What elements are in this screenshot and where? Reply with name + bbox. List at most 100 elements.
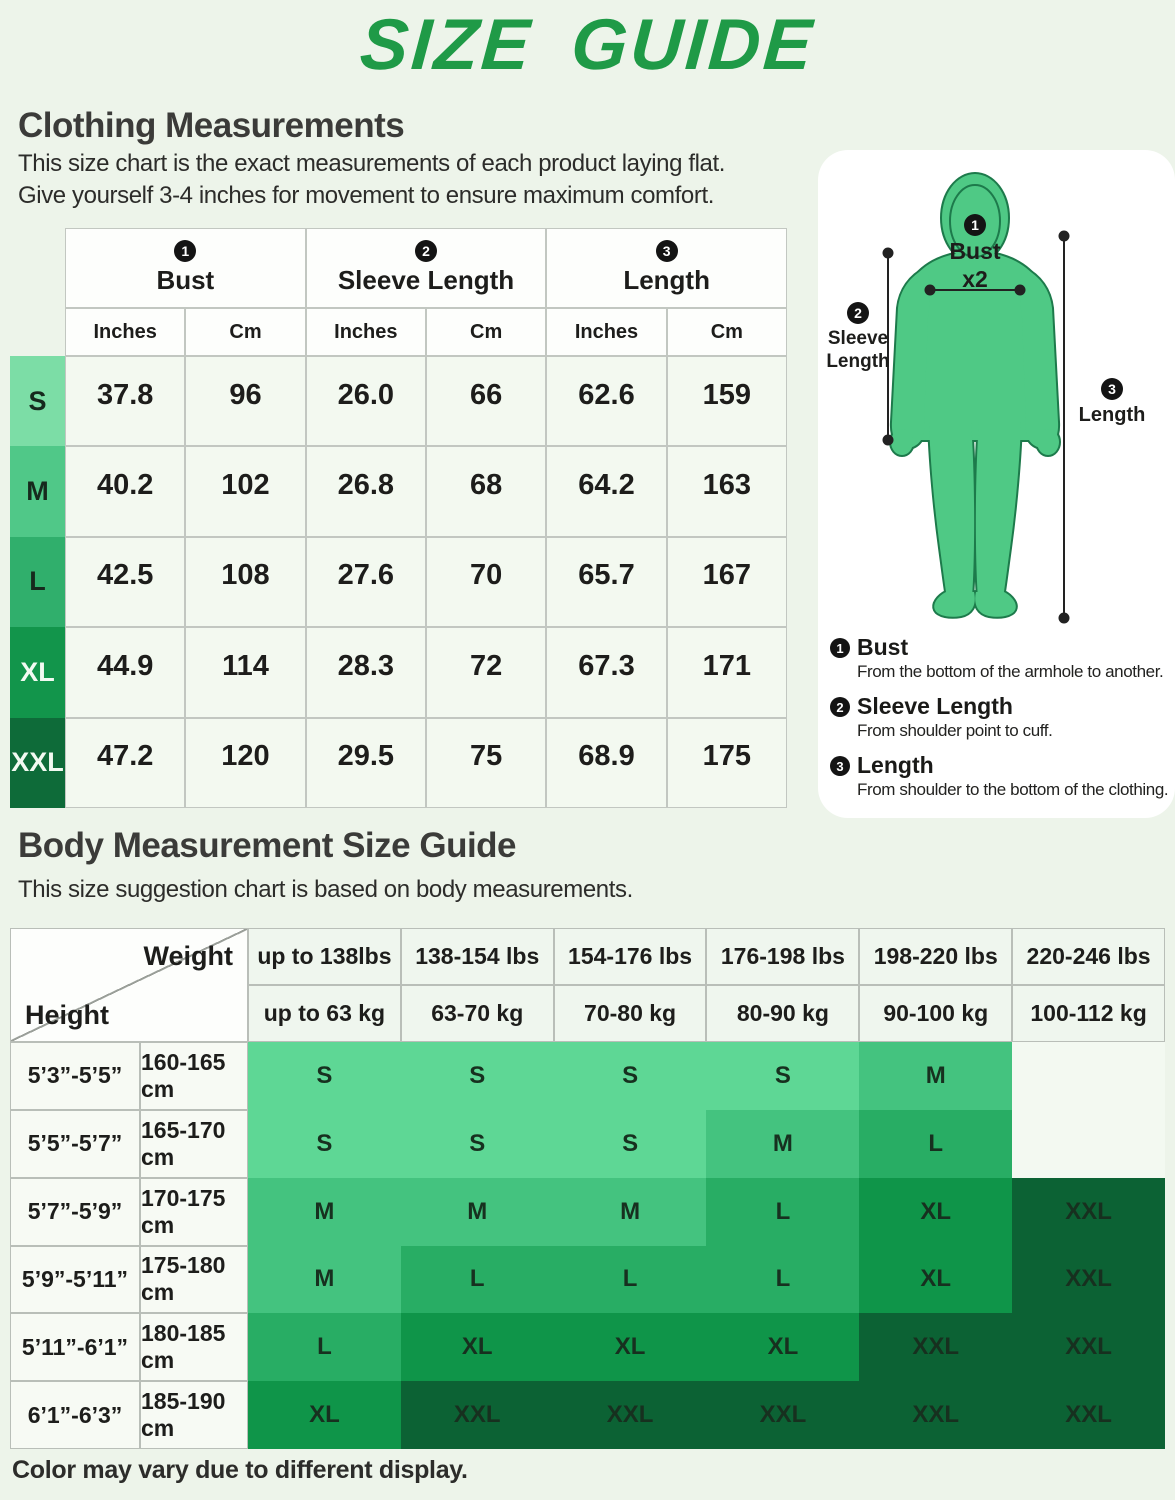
- size-row-label: S: [10, 356, 65, 447]
- matrix-cell: S: [248, 1109, 401, 1178]
- height-cm-cell: 170-175 cm: [140, 1177, 248, 1246]
- value-cell: 28.3: [305, 627, 426, 718]
- length-annotation-label: 3 Length: [1068, 378, 1156, 427]
- matrix-cell: S: [553, 1109, 707, 1178]
- body-measurement-table: Weight Height up to 138lbs 138-154 lbs 1…: [10, 928, 1165, 1449]
- badge-2-icon: 2: [414, 240, 437, 262]
- height-cm-cell: 180-185 cm: [140, 1313, 248, 1382]
- length-label-text: Length: [1078, 404, 1146, 426]
- matrix-cell: L: [706, 1177, 860, 1246]
- matrix-cell: M: [706, 1109, 860, 1178]
- clothing-section-heading: Clothing Measurements: [18, 106, 405, 145]
- matrix-cell: L: [706, 1245, 860, 1314]
- matrix-cell: L: [553, 1245, 707, 1314]
- legend-term: Sleeve Length: [857, 693, 1013, 719]
- matrix-cell: XXL: [1012, 1177, 1165, 1246]
- value-cell: 42.5: [65, 536, 186, 628]
- value-cell: 68: [426, 446, 547, 537]
- matrix-cell: XL: [248, 1381, 401, 1449]
- matrix-cell: XXL: [1012, 1245, 1165, 1314]
- value-cell: 70: [426, 536, 547, 628]
- height-axis-label: Height: [25, 1000, 109, 1030]
- matrix-cell: XL: [706, 1313, 860, 1382]
- legend-term: Bust: [857, 634, 909, 660]
- value-cell: 163: [666, 446, 787, 537]
- matrix-cell: S: [706, 1042, 860, 1110]
- badge-2-icon: 2: [830, 697, 850, 717]
- matrix-cell: XXL: [706, 1381, 860, 1449]
- value-cell: 102: [185, 446, 306, 537]
- badge-3-icon: 3: [1101, 378, 1123, 400]
- legend-term: Length: [857, 752, 934, 778]
- matrix-cell: M: [400, 1177, 554, 1246]
- weight-height-corner-cell: Weight Height: [10, 928, 248, 1042]
- column-group-label: Length: [623, 265, 710, 295]
- badge-3-icon: 3: [830, 756, 850, 776]
- value-cell: 44.9: [65, 627, 186, 718]
- clothing-measurements-table: 1 Bust 2 Sleeve Length 3 Length Inches C…: [10, 228, 787, 808]
- weight-axis-label: Weight: [143, 941, 234, 971]
- body-section-description: This size suggestion chart is based on b…: [18, 876, 633, 903]
- matrix-cell: L: [400, 1245, 554, 1314]
- weight-kg-header: 70-80 kg: [553, 985, 707, 1042]
- height-cm-cell: 165-170 cm: [140, 1109, 248, 1178]
- matrix-cell: XXL: [859, 1381, 1013, 1449]
- value-cell: 159: [666, 356, 787, 447]
- column-group-sleeve-length: 2 Sleeve Length: [305, 228, 547, 308]
- height-ft-cell: 5’9”-5’11”: [10, 1245, 140, 1314]
- clothing-description-line1: This size chart is the exact measurement…: [18, 150, 726, 177]
- matrix-cell: XXL: [400, 1381, 554, 1449]
- unit-header: Cm: [666, 308, 787, 356]
- sleeve-length-annotation-label: 2 Sleeve Length: [820, 302, 896, 373]
- bust-label-text: Bust: [949, 238, 1001, 264]
- footer-note: Color may vary due to different display.: [12, 1456, 468, 1484]
- height-cm-cell: 160-165 cm: [140, 1042, 248, 1110]
- size-row-label: M: [10, 446, 65, 537]
- value-cell: 37.8: [65, 356, 186, 447]
- page-title: SIZE GUIDE: [357, 5, 818, 85]
- weight-kg-header: 63-70 kg: [400, 985, 554, 1042]
- matrix-cell: [1012, 1109, 1165, 1178]
- value-cell: 26.8: [305, 446, 426, 537]
- badge-1-icon: 1: [174, 240, 197, 262]
- matrix-cell: XL: [553, 1313, 707, 1382]
- height-ft-cell: 5’3”-5’5”: [10, 1042, 140, 1110]
- weight-kg-header: up to 63 kg: [248, 985, 401, 1042]
- matrix-cell: M: [248, 1177, 401, 1246]
- measurement-annotation-lines: [882, 230, 1070, 624]
- weight-lbs-header: up to 138lbs: [248, 928, 401, 985]
- height-ft-cell: 5’7”-5’9”: [10, 1177, 140, 1246]
- value-cell: 96: [185, 356, 306, 447]
- value-cell: 171: [666, 627, 787, 718]
- value-cell: 26.0: [305, 356, 426, 447]
- unit-header: Inches: [546, 308, 667, 356]
- value-cell: 175: [666, 717, 787, 808]
- value-cell: 65.7: [546, 536, 667, 628]
- value-cell: 75: [426, 717, 547, 808]
- value-cell: 64.2: [546, 446, 667, 537]
- value-cell: 120: [185, 717, 306, 808]
- weight-lbs-header: 220-246 lbs: [1012, 928, 1165, 985]
- size-row-label: XL: [10, 627, 65, 718]
- height-cm-cell: 175-180 cm: [140, 1245, 248, 1314]
- matrix-cell: S: [400, 1109, 554, 1178]
- unit-header: Cm: [426, 308, 547, 356]
- matrix-cell: [1012, 1042, 1165, 1110]
- legend-item-sleeve-length: 2 Sleeve Length From shoulder point to c…: [830, 693, 1171, 741]
- value-cell: 108: [185, 536, 306, 628]
- clothing-section-description: This size chart is the exact measurement…: [18, 148, 725, 212]
- matrix-cell: XL: [400, 1313, 554, 1382]
- matrix-cell: XXL: [859, 1313, 1013, 1382]
- badge-3-icon: 3: [655, 240, 678, 262]
- column-group-bust: 1 Bust: [65, 228, 306, 308]
- size-row-label: L: [10, 536, 65, 628]
- value-cell: 72: [426, 627, 547, 718]
- matrix-cell: XXL: [1012, 1381, 1165, 1449]
- unit-header: Cm: [185, 308, 306, 356]
- height-ft-cell: 5’11”-6’1”: [10, 1313, 140, 1382]
- column-group-label: Sleeve Length: [337, 265, 515, 295]
- badge-2-icon: 2: [847, 302, 869, 324]
- matrix-cell: M: [248, 1245, 401, 1314]
- matrix-cell: L: [859, 1109, 1013, 1178]
